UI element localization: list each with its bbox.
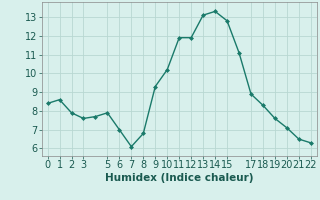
X-axis label: Humidex (Indice chaleur): Humidex (Indice chaleur) [105,173,253,183]
